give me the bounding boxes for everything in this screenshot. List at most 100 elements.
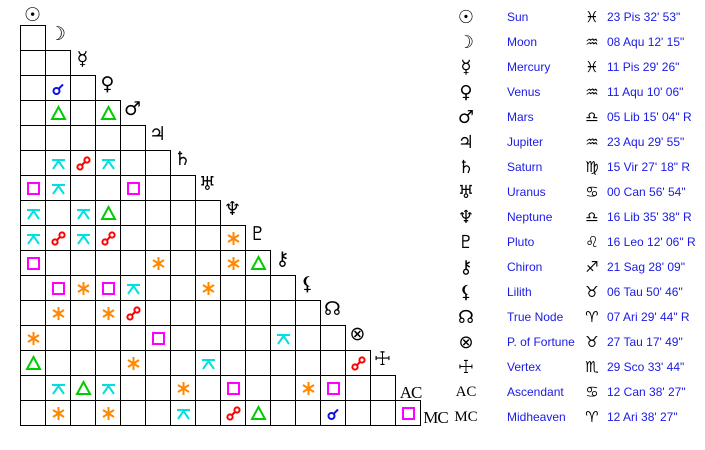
- aspect-cell[interactable]: [70, 200, 96, 226]
- aspect-cell[interactable]: [95, 225, 121, 251]
- aspect-cell[interactable]: [95, 400, 121, 426]
- aspect-cell[interactable]: [20, 100, 46, 126]
- aspect-cell[interactable]: [370, 400, 396, 426]
- aspect-cell[interactable]: [270, 350, 296, 376]
- aspect-cell[interactable]: [120, 300, 146, 326]
- aspect-cell[interactable]: [20, 75, 46, 101]
- aspect-cell[interactable]: [395, 400, 421, 426]
- aspect-cell[interactable]: [95, 375, 121, 401]
- aspect-cell[interactable]: [220, 275, 246, 301]
- aspect-cell[interactable]: [70, 275, 96, 301]
- aspect-cell[interactable]: [270, 375, 296, 401]
- aspect-cell[interactable]: [20, 175, 46, 201]
- aspect-cell[interactable]: [145, 225, 171, 251]
- aspect-cell[interactable]: [45, 100, 71, 126]
- aspect-cell[interactable]: [195, 250, 221, 276]
- aspect-cell[interactable]: [170, 200, 196, 226]
- aspect-cell[interactable]: [170, 400, 196, 426]
- aspect-cell[interactable]: [95, 300, 121, 326]
- aspect-cell[interactable]: [120, 225, 146, 251]
- aspect-cell[interactable]: [70, 75, 96, 101]
- aspect-cell[interactable]: [245, 325, 271, 351]
- aspect-cell[interactable]: [195, 275, 221, 301]
- aspect-cell[interactable]: [220, 250, 246, 276]
- aspect-cell[interactable]: [20, 350, 46, 376]
- aspect-cell[interactable]: [370, 375, 396, 401]
- aspect-cell[interactable]: [220, 375, 246, 401]
- aspect-cell[interactable]: [70, 150, 96, 176]
- aspect-cell[interactable]: [45, 375, 71, 401]
- aspect-cell[interactable]: [145, 325, 171, 351]
- aspect-cell[interactable]: [295, 375, 321, 401]
- aspect-cell[interactable]: [270, 300, 296, 326]
- aspect-cell[interactable]: [170, 300, 196, 326]
- aspect-cell[interactable]: [245, 275, 271, 301]
- aspect-cell[interactable]: [195, 375, 221, 401]
- aspect-cell[interactable]: [95, 150, 121, 176]
- aspect-cell[interactable]: [45, 150, 71, 176]
- aspect-cell[interactable]: [70, 100, 96, 126]
- aspect-cell[interactable]: [45, 400, 71, 426]
- aspect-cell[interactable]: [20, 275, 46, 301]
- aspect-cell[interactable]: [95, 125, 121, 151]
- aspect-cell[interactable]: [195, 225, 221, 251]
- aspect-cell[interactable]: [220, 325, 246, 351]
- aspect-cell[interactable]: [295, 325, 321, 351]
- aspect-cell[interactable]: [20, 225, 46, 251]
- aspect-cell[interactable]: [20, 125, 46, 151]
- aspect-cell[interactable]: [45, 200, 71, 226]
- aspect-cell[interactable]: [20, 375, 46, 401]
- aspect-cell[interactable]: [120, 275, 146, 301]
- aspect-cell[interactable]: [45, 325, 71, 351]
- aspect-cell[interactable]: [20, 200, 46, 226]
- aspect-cell[interactable]: [95, 250, 121, 276]
- aspect-cell[interactable]: [70, 225, 96, 251]
- aspect-cell[interactable]: [295, 300, 321, 326]
- aspect-cell[interactable]: [220, 300, 246, 326]
- aspect-cell[interactable]: [345, 350, 371, 376]
- aspect-cell[interactable]: [220, 400, 246, 426]
- aspect-cell[interactable]: [220, 350, 246, 376]
- aspect-cell[interactable]: [220, 225, 246, 251]
- aspect-cell[interactable]: [45, 275, 71, 301]
- aspect-cell[interactable]: [270, 275, 296, 301]
- aspect-cell[interactable]: [45, 175, 71, 201]
- aspect-cell[interactable]: [20, 300, 46, 326]
- aspect-cell[interactable]: [120, 375, 146, 401]
- aspect-cell[interactable]: [195, 200, 221, 226]
- aspect-cell[interactable]: [320, 325, 346, 351]
- aspect-cell[interactable]: [45, 300, 71, 326]
- aspect-cell[interactable]: [70, 300, 96, 326]
- aspect-cell[interactable]: [20, 400, 46, 426]
- aspect-cell[interactable]: [120, 350, 146, 376]
- aspect-cell[interactable]: [145, 375, 171, 401]
- aspect-cell[interactable]: [170, 375, 196, 401]
- aspect-cell[interactable]: [145, 200, 171, 226]
- aspect-cell[interactable]: [95, 275, 121, 301]
- aspect-cell[interactable]: [245, 250, 271, 276]
- aspect-cell[interactable]: [270, 325, 296, 351]
- aspect-cell[interactable]: [45, 125, 71, 151]
- aspect-cell[interactable]: [70, 125, 96, 151]
- aspect-cell[interactable]: [170, 225, 196, 251]
- aspect-cell[interactable]: [170, 350, 196, 376]
- aspect-cell[interactable]: [195, 400, 221, 426]
- aspect-cell[interactable]: [145, 350, 171, 376]
- aspect-cell[interactable]: [145, 275, 171, 301]
- aspect-cell[interactable]: [45, 225, 71, 251]
- aspect-cell[interactable]: [120, 325, 146, 351]
- aspect-cell[interactable]: [320, 375, 346, 401]
- aspect-cell[interactable]: [195, 325, 221, 351]
- aspect-cell[interactable]: [70, 350, 96, 376]
- aspect-cell[interactable]: [120, 200, 146, 226]
- aspect-cell[interactable]: [270, 400, 296, 426]
- aspect-cell[interactable]: [195, 300, 221, 326]
- aspect-cell[interactable]: [45, 75, 71, 101]
- aspect-cell[interactable]: [95, 175, 121, 201]
- aspect-cell[interactable]: [245, 375, 271, 401]
- aspect-cell[interactable]: [70, 175, 96, 201]
- aspect-cell[interactable]: [95, 350, 121, 376]
- aspect-cell[interactable]: [320, 400, 346, 426]
- aspect-cell[interactable]: [170, 275, 196, 301]
- aspect-cell[interactable]: [20, 25, 46, 51]
